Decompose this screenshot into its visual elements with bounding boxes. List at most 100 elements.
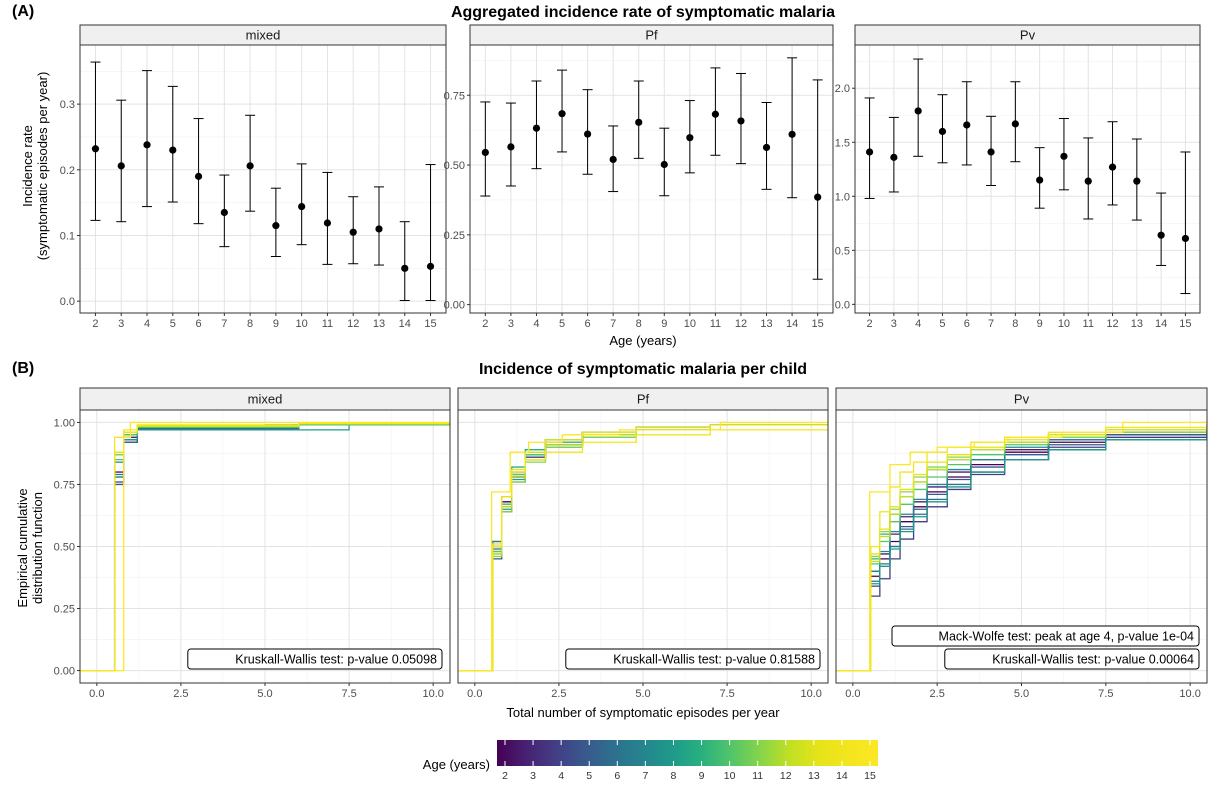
data-point: [426, 262, 435, 270]
legend-tick-label: 13: [808, 770, 820, 782]
y-tick-label: 0.75: [54, 479, 75, 491]
data-point: [1133, 177, 1141, 185]
data-point: [323, 219, 332, 227]
x-tick-label: 10.0: [422, 688, 443, 700]
x-tick-label: 10: [296, 318, 308, 330]
x-tick-label: 0.0: [845, 688, 860, 700]
data-point: [711, 110, 720, 118]
x-tick-label: 5.0: [635, 688, 650, 700]
strip-label: Pf: [645, 28, 658, 43]
legend-tick-label: 3: [530, 770, 536, 782]
x-tick-label: 7: [610, 318, 616, 330]
x-tick-label: 10.0: [1179, 688, 1200, 700]
data-point: [481, 148, 489, 157]
data-point: [583, 130, 592, 138]
data-point: [169, 146, 177, 154]
x-tick-label: 0.0: [467, 688, 482, 700]
ecdf-line-age-8: [836, 429, 1207, 672]
age-colorbar-legend: Age (years) 2 3 4 5 6 7 8 9 10 11 12 13 14 15: [423, 740, 878, 782]
legend-tick-label: 12: [780, 770, 792, 782]
panel-b-ylabel-line1: Empirical cumulative: [15, 488, 30, 607]
y-tick-label: 0.0: [835, 299, 850, 311]
y-tick-label: 0.2: [60, 165, 75, 177]
data-point: [1011, 120, 1019, 128]
data-point: [914, 107, 922, 115]
x-tick-label: 2.5: [930, 688, 945, 700]
x-tick-label: 2.5: [173, 688, 188, 700]
strip-label: Pv: [1014, 392, 1030, 407]
panel-a-facet-Pf: Pf 0.00 0.25 0.50 0.75 2 3 4 5 6 7 8 9 10 11 12 13 14 15: [444, 24, 834, 330]
x-tick-label: 12: [1106, 318, 1118, 330]
x-tick-label: 15: [424, 318, 436, 330]
x-tick-label: 9: [273, 318, 279, 330]
y-tick-label: 0.0: [60, 296, 75, 308]
x-tick-label: 10: [1058, 318, 1070, 330]
x-tick-label: 7.5: [1098, 688, 1113, 700]
x-tick-label: 6: [964, 318, 970, 330]
plot-background: [855, 45, 1200, 313]
ecdf-line-age-15: [80, 421, 450, 672]
data-point: [194, 172, 203, 180]
test-annotation-box: [891, 625, 1200, 647]
panel-border: [457, 409, 829, 684]
panel-b-ylabel-line2: distribution function: [30, 492, 45, 604]
x-tick-label: 2: [867, 318, 873, 330]
x-tick-label: 9: [661, 318, 667, 330]
y-tick-label: 0.50: [54, 542, 75, 554]
x-tick-label: 15: [1179, 318, 1191, 330]
data-point: [246, 162, 254, 170]
y-tick-label: 0.25: [444, 230, 465, 242]
x-tick-label: 0.0: [89, 688, 104, 700]
ecdf-line-age-14: [458, 429, 828, 672]
panel-a-title: Aggregated incidence rate of symptomatic…: [451, 4, 835, 21]
data-point: [987, 148, 995, 156]
data-point: [220, 208, 228, 217]
x-tick-label: 9: [1037, 318, 1043, 330]
panel-border: [79, 409, 451, 684]
panel-a-letter: (A): [12, 3, 34, 20]
legend-tick-label: 4: [558, 770, 564, 782]
plot-background: [80, 45, 446, 313]
data-point: [349, 228, 357, 236]
data-point: [507, 143, 515, 151]
panel-border: [469, 44, 834, 314]
x-tick-label: 7.5: [719, 688, 734, 700]
colorbar: [497, 740, 878, 766]
test-annotation: Kruskall-Wallis test: p-value 0.81588: [613, 653, 815, 667]
panel-b-letter: (B): [12, 360, 34, 377]
panel-border: [835, 409, 1208, 684]
legend-tick-label: 8: [671, 770, 677, 782]
legend-tick-label: 11: [752, 770, 763, 782]
ecdf-line-age-15: [836, 421, 1207, 672]
y-tick-label: 0.3: [60, 99, 75, 111]
strip-label: mixed: [248, 392, 283, 407]
legend-tick-label: 2: [502, 770, 508, 782]
data-point: [532, 124, 541, 132]
panel-border: [79, 44, 447, 314]
x-tick-label: 5: [939, 318, 945, 330]
x-tick-label: 2: [92, 318, 98, 330]
data-point: [737, 117, 745, 125]
x-tick-label: 3: [118, 318, 124, 330]
data-point: [660, 160, 668, 169]
data-point: [1181, 234, 1190, 243]
y-tick-label: 0.25: [54, 604, 75, 616]
data-point: [1157, 231, 1165, 239]
data-point: [298, 202, 306, 211]
x-tick-label: 12: [347, 318, 359, 330]
data-point: [1084, 177, 1092, 185]
x-tick-label: 6: [585, 318, 591, 330]
strip-label: mixed: [246, 28, 281, 43]
test-annotation: Kruskall-Wallis test: p-value 0.00064: [992, 653, 1194, 667]
data-point: [1036, 176, 1044, 184]
test-annotation-box: [187, 648, 443, 670]
data-point: [1060, 152, 1068, 160]
data-point: [963, 121, 971, 129]
data-point: [143, 141, 151, 149]
y-tick-label: 2.0: [835, 83, 850, 95]
strip-label: Pv: [1020, 28, 1036, 43]
data-point: [890, 153, 898, 161]
panel-a-xlabel: Age (years): [609, 333, 676, 348]
legend-title: Age (years): [423, 757, 490, 772]
x-tick-label: 5.0: [257, 688, 272, 700]
